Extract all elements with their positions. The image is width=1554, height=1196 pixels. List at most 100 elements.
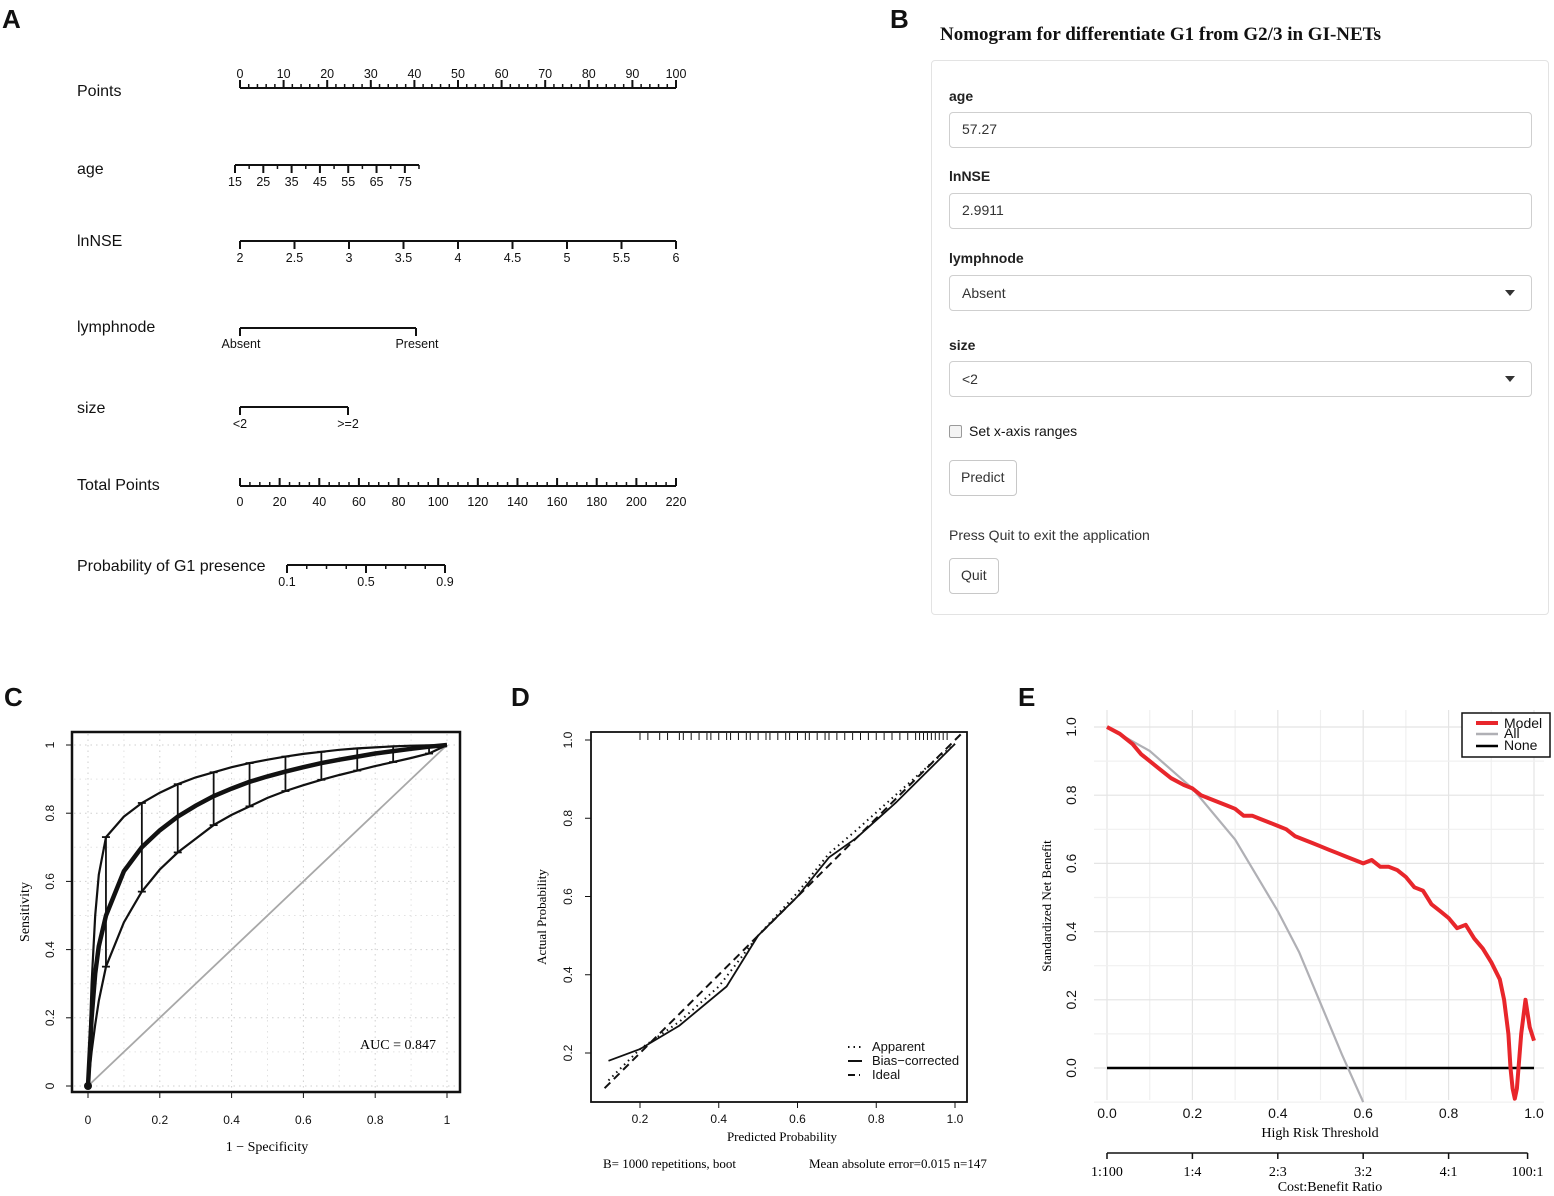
lnnse-input[interactable]: 2.9911 <box>949 193 1532 229</box>
nomogram-tick-label: 65 <box>370 175 384 189</box>
nomogram-tick-label: 180 <box>586 495 607 509</box>
dca-x-tick-label: 0.2 <box>1183 1105 1203 1121</box>
panel-label-e: E <box>1018 682 1036 712</box>
roc-y-tick-label: 0.6 <box>43 873 57 890</box>
roc-y-tick-label: 0.2 <box>43 1009 57 1026</box>
nomogram-tick-label: 0.1 <box>278 575 295 589</box>
size-select[interactable]: <2 <box>949 361 1532 397</box>
lnnse-label: lnNSE <box>949 168 991 184</box>
nomogram-tick-label: 6 <box>673 251 680 265</box>
nomogram-tick-label: 55 <box>341 175 355 189</box>
roc-x-tick-label: 0.2 <box>151 1113 168 1127</box>
nomogram-tick-label: 70 <box>538 67 552 81</box>
roc-x-tick-label: 0.6 <box>295 1113 312 1127</box>
dca-x-tick-label: 1.0 <box>1524 1105 1544 1121</box>
calibration-y-label: Actual Probability <box>534 869 549 965</box>
nomogram-tick-label: 3 <box>346 251 353 265</box>
nomogram-label-lymphnode: lymphnode <box>77 319 155 336</box>
decision-curve-chart: 0.0 0.2 0.4 0.6 0.8 1.0 0.0 0.2 0.4 0.6 0.8 1.0 1:1… <box>1039 710 1551 1195</box>
roc-y-tick-label: 0.8 <box>43 805 57 822</box>
calibration-bias-corrected-line <box>608 743 956 1062</box>
nomogram-label-probability: Probability of G1 presence <box>77 558 266 575</box>
calibration-chart: 0.2 0.4 0.6 0.8 1.0 0.2 0.4 0.6 0.8 1.0 Predicted… <box>534 731 987 1171</box>
nomogram-tick-label: <2 <box>233 417 247 431</box>
calibration-y-tick-label: 0.4 <box>561 966 575 983</box>
dca-y-tick-label: 0.6 <box>1063 853 1079 873</box>
dca-x2-tick-label: 100:1 <box>1512 1165 1544 1180</box>
dca-x2-tick-label: 1:100 <box>1091 1165 1123 1180</box>
nomogram-tick-label: 20 <box>320 67 334 81</box>
roc-plot-frame <box>70 730 462 1094</box>
nomogram-tick-label: 40 <box>407 67 421 81</box>
dca-x2-tick-label: 3:2 <box>1354 1165 1372 1180</box>
panel-label-d: D <box>511 682 530 712</box>
age-input[interactable]: 57.27 <box>949 112 1532 148</box>
nomogram-tick-label: 2 <box>237 251 244 265</box>
nomogram-tick-label: 160 <box>547 495 568 509</box>
nomogram-tick-label: 35 <box>285 175 299 189</box>
calibration-y-tick-label: 0.6 <box>561 888 575 905</box>
xaxis-range-checkbox-row[interactable]: Set x-axis ranges <box>949 423 1077 439</box>
calibration-x-tick-label: 0.8 <box>868 1112 885 1126</box>
nomogram-tick-label: 100 <box>666 67 687 81</box>
nomogram-tick-label: 15 <box>228 175 242 189</box>
nomogram-tick-label: 100 <box>428 495 449 509</box>
xaxis-range-checkbox[interactable] <box>949 424 962 438</box>
legend-bias-corrected: Bias−corrected <box>872 1053 959 1068</box>
nomogram-tick-label: 4.5 <box>504 251 521 265</box>
roc-y-tick-label: 0 <box>43 1082 57 1089</box>
nomogram-label-age: age <box>77 161 104 178</box>
calibration-footer-left: B= 1000 repetitions, boot <box>603 1156 736 1171</box>
roc-x-label: 1 − Specificity <box>226 1140 309 1155</box>
nomogram-tick-label: 5.5 <box>613 251 630 265</box>
nomogram-tick-label: 0.9 <box>436 575 453 589</box>
legend-model: Model <box>1504 715 1542 731</box>
predict-button[interactable]: Predict <box>949 460 1017 496</box>
nomogram-tick-label: 25 <box>256 175 270 189</box>
dca-x-tick-label: 0.4 <box>1268 1105 1288 1121</box>
roc-reference-line <box>87 744 448 1087</box>
age-label: age <box>949 88 974 104</box>
nomogram-tick-label: 80 <box>392 495 406 509</box>
roc-curve <box>85 742 448 1087</box>
nomogram-tick-label: 75 <box>398 175 412 189</box>
calibration-y-tick-label: 0.2 <box>561 1044 575 1061</box>
roc-y-label: Sensitivity <box>18 882 33 942</box>
panel-label-b: B <box>890 4 909 34</box>
roc-chart: 0 0.2 0.4 0.6 0.8 1 0 0.2 0.4 0.6 0.8 1 1 − Specifi… <box>18 730 462 1155</box>
calibration-footer-right: Mean absolute error=0.015 n=147 <box>809 1156 987 1171</box>
calibration-y-tick-label: 0.8 <box>561 810 575 827</box>
app-sidebar-panel: age 57.27 lnNSE 2.9911 lymphnode Absent … <box>931 60 1549 615</box>
dca-x-tick-label: 0.6 <box>1353 1105 1373 1121</box>
dca-y-tick-label: 1.0 <box>1063 717 1079 737</box>
nomogram-tick-label: 40 <box>312 495 326 509</box>
nomogram-tick-label: 120 <box>467 495 488 509</box>
nomogram-tick-label: 2.5 <box>286 251 303 265</box>
calibration-apparent-line <box>607 743 956 1082</box>
dca-y-tick-label: 0.4 <box>1063 922 1079 942</box>
calibration-x-tick-label: 0.2 <box>632 1112 649 1126</box>
roc-x-tick-label: 0.4 <box>223 1113 240 1127</box>
legend-all: All <box>1504 725 1520 741</box>
nomogram-tick-label: Present <box>395 337 439 351</box>
dca-x2-tick-label: 4:1 <box>1440 1165 1458 1180</box>
dca-x-tick-label: 0.0 <box>1097 1105 1117 1121</box>
nomogram-tick-label: 30 <box>364 67 378 81</box>
dca-y-tick-label: 0.2 <box>1063 990 1079 1010</box>
nomogram-label-size: size <box>77 400 106 417</box>
xaxis-range-checkbox-label: Set x-axis ranges <box>969 423 1078 439</box>
lymphnode-select-value: Absent <box>962 284 1006 301</box>
nomogram-tick-label: 220 <box>666 495 687 509</box>
dca-x-tick-label: 0.8 <box>1439 1105 1459 1121</box>
nomogram-tick-label: 3.5 <box>395 251 412 265</box>
roc-x-tick-label: 1 <box>444 1113 451 1127</box>
size-label: size <box>949 337 976 353</box>
nomogram-tick-label: 140 <box>507 495 528 509</box>
legend-none: None <box>1504 737 1538 753</box>
size-select-value: <2 <box>962 370 978 387</box>
lymphnode-select[interactable]: Absent <box>949 275 1532 311</box>
roc-lower-ci-line <box>86 744 448 1087</box>
nomogram-tick-label: Absent <box>222 337 261 351</box>
panel-label-c: C <box>4 682 23 712</box>
quit-button[interactable]: Quit <box>949 558 999 594</box>
